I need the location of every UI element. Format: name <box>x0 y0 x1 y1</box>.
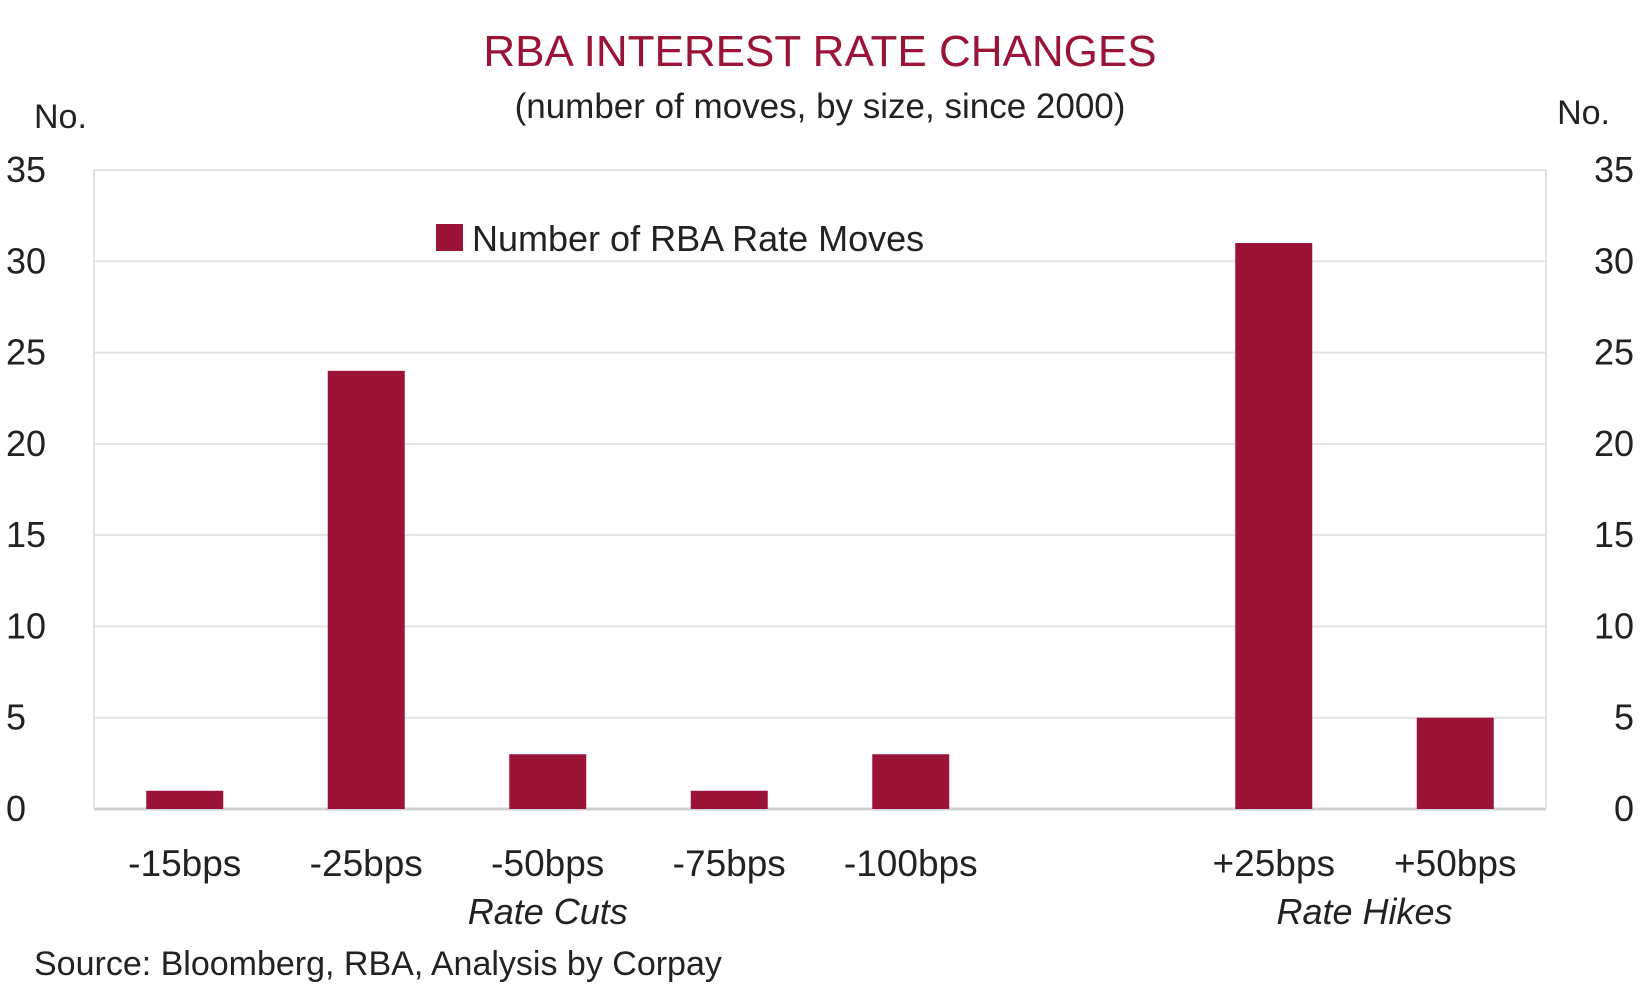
chart-title: RBA INTEREST RATE CHANGES <box>483 27 1156 76</box>
y-tick-label-left: 30 <box>6 240 46 281</box>
bar <box>509 754 587 809</box>
left-axis-unit-label: No. <box>34 98 87 136</box>
x-tick-label: +50bps <box>1394 843 1516 884</box>
y-tick-label-left: 20 <box>6 423 46 464</box>
y-tick-label-left: 15 <box>6 514 46 555</box>
chart-subtitle: (number of moves, by size, since 2000) <box>515 87 1126 126</box>
ticks-layer: 0 0 5 5 10 10 15 15 20 20 25 25 30 30 35 35 -15bps -25bps… <box>6 149 1634 932</box>
y-tick-label-right: 35 <box>1594 149 1634 190</box>
bar <box>146 790 224 809</box>
bar <box>1235 243 1313 809</box>
y-tick-label-left: 5 <box>6 697 26 738</box>
y-tick-label-right: 30 <box>1594 240 1634 281</box>
y-tick-label-right: 20 <box>1594 423 1634 464</box>
x-tick-label: -25bps <box>310 843 423 884</box>
x-tick-label: -100bps <box>844 843 978 884</box>
y-tick-label-left: 0 <box>6 788 26 829</box>
group-label: Rate Hikes <box>1276 891 1452 932</box>
x-tick-label: +25bps <box>1213 843 1335 884</box>
y-tick-label-right: 10 <box>1594 605 1634 646</box>
right-axis-unit-label: No. <box>1557 94 1610 132</box>
legend-label: Number of RBA Rate Moves <box>472 218 924 259</box>
y-tick-label-right: 5 <box>1614 697 1634 738</box>
y-tick-label-right: 0 <box>1614 788 1634 829</box>
x-tick-label: -50bps <box>491 843 604 884</box>
x-tick-label: -75bps <box>673 843 786 884</box>
source-note: Source: Bloomberg, RBA, Analysis by Corp… <box>34 945 722 983</box>
y-tick-label-left: 10 <box>6 605 46 646</box>
y-tick-label-left: 25 <box>6 332 46 373</box>
bar <box>690 790 768 809</box>
bars-layer <box>146 243 1494 809</box>
legend-swatch <box>436 224 463 251</box>
legend: Number of RBA Rate Moves <box>436 218 924 259</box>
grid-layer <box>93 169 1547 811</box>
bar <box>872 754 950 809</box>
group-label: Rate Cuts <box>468 891 628 932</box>
bar <box>327 370 405 809</box>
x-tick-label: -15bps <box>128 843 241 884</box>
y-tick-label-right: 25 <box>1594 332 1634 373</box>
bar <box>1416 717 1494 809</box>
y-tick-label-left: 35 <box>6 149 46 190</box>
y-tick-label-right: 15 <box>1594 514 1634 555</box>
